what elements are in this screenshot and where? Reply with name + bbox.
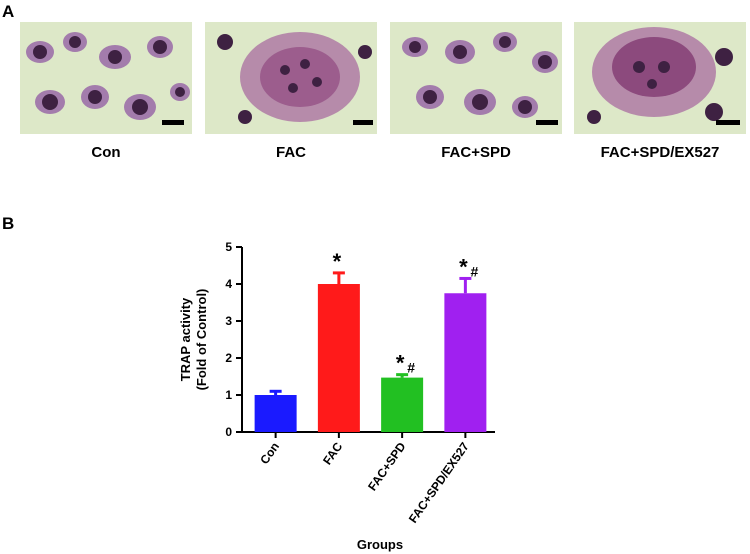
caption-fac-spd: FAC+SPD (441, 144, 511, 161)
y-tick-label: 2 (225, 351, 232, 365)
significance-star-2: * (396, 351, 405, 376)
y-tick-label: 5 (225, 240, 232, 254)
significance-hash-3: # (470, 263, 478, 279)
bar-0 (254, 395, 297, 432)
x-tick-label-3: FAC+SPD/EX527 (406, 439, 472, 525)
bar-1 (317, 284, 360, 432)
significance-hash-2: # (407, 360, 415, 376)
significance-star-3: * (459, 254, 468, 279)
y-tick-label: 1 (225, 388, 232, 402)
panel-a-label: A (2, 2, 15, 21)
caption-con: Con (91, 144, 121, 161)
x-tick-label-1: FAC (320, 439, 345, 467)
x-axis-title: Groups (357, 537, 403, 552)
y-tick-label: 4 (225, 277, 232, 291)
y-axis-title-line2: (Fold of Control) (194, 289, 209, 391)
micrograph-fac (205, 22, 377, 134)
micrograph-con (20, 22, 192, 134)
panel-b-label: B (2, 214, 15, 233)
y-tick-label: 0 (225, 425, 232, 439)
significance-star-1: * (333, 249, 342, 274)
micrograph-fac-spd-ex527 (574, 22, 746, 134)
x-tick-label-0: Con (257, 440, 282, 467)
bar-3 (444, 293, 487, 432)
caption-fac-spd-ex527: FAC+SPD/EX527 (600, 144, 720, 161)
micrograph-fac-spd (390, 22, 562, 134)
bar-2 (381, 377, 424, 432)
caption-fac: FAC (276, 144, 306, 161)
y-tick-label: 3 (225, 314, 232, 328)
x-tick-label-2: FAC+SPD (365, 439, 409, 493)
y-axis-title-line1: TRAP activity (178, 297, 193, 381)
